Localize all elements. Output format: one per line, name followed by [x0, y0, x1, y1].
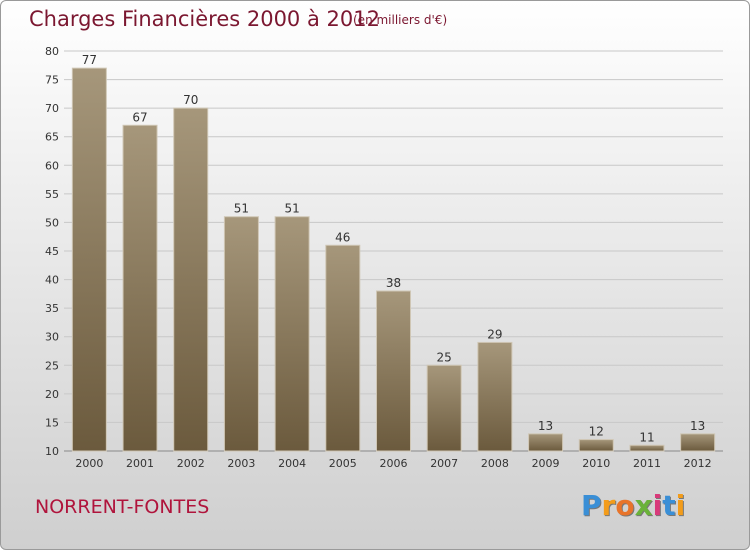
- bar-value-label: 12: [589, 425, 604, 439]
- y-tick-label: 75: [45, 74, 59, 87]
- x-tick-label: 2009: [532, 457, 560, 470]
- logo-letter: P: [581, 489, 602, 522]
- bar-value-label: 25: [437, 350, 452, 364]
- logo-letter: o: [615, 489, 635, 522]
- y-tick-label: 20: [45, 388, 59, 401]
- x-axis: 2000 2001 2002 2003 2004 2005 2006 2007 2008 2009…: [75, 457, 711, 470]
- bar-2009: [528, 433, 564, 452]
- bar-value-label: 13: [538, 419, 553, 433]
- y-tick-label: 50: [45, 216, 59, 229]
- bar-value-label: 51: [284, 202, 299, 216]
- bar-2000: [71, 67, 107, 452]
- bar-value-label: 13: [690, 419, 705, 433]
- y-tick-label: 45: [45, 245, 59, 258]
- commune-name: NORRENT-FONTES: [35, 496, 210, 518]
- x-tick-label: 2007: [430, 457, 458, 470]
- y-tick-label: 35: [45, 302, 59, 315]
- bar-value-label: 11: [639, 430, 654, 444]
- x-tick-label: 2002: [177, 457, 205, 470]
- x-tick-label: 2012: [684, 457, 712, 470]
- logo-letter: t: [662, 489, 676, 522]
- bar-2012: [680, 433, 716, 452]
- proxiti-logo: Proxiti: [581, 489, 685, 522]
- bar-2007: [426, 364, 462, 452]
- y-tick-label: 70: [45, 102, 59, 115]
- y-tick-label: 80: [45, 45, 59, 58]
- y-tick-label: 10: [45, 445, 59, 458]
- x-tick-label: 2010: [582, 457, 610, 470]
- bar-2003: [223, 216, 259, 452]
- bar-value-label: 67: [132, 110, 147, 124]
- bar-value-label: 38: [386, 276, 401, 290]
- x-tick-label: 2001: [126, 457, 154, 470]
- bar-2005: [325, 244, 361, 452]
- bar-2008: [477, 341, 513, 452]
- y-axis: 10 15 20 25 30 35 40 45 50 55 60 65 70 75 80: [45, 45, 59, 458]
- chart-title: Charges Financières 2000 à 2012: [29, 7, 380, 31]
- bar-2006: [376, 290, 411, 452]
- bars: 77 67 70 51 51 46 38 25 29 13 12 11 13: [71, 53, 716, 452]
- bar-2011: [629, 444, 665, 452]
- y-tick-label: 25: [45, 359, 59, 372]
- y-tick-label: 65: [45, 131, 59, 144]
- x-tick-label: 2005: [329, 457, 357, 470]
- logo-letter: i: [652, 489, 663, 522]
- y-tick-label: 15: [45, 416, 59, 429]
- x-tick-label: 2003: [227, 457, 255, 470]
- y-tick-label: 60: [45, 159, 59, 172]
- bar-value-label: 29: [487, 327, 502, 341]
- bar-value-label: 46: [335, 230, 350, 244]
- x-tick-label: 2011: [633, 457, 661, 470]
- bar-2001: [122, 124, 158, 452]
- x-tick-label: 2006: [380, 457, 408, 470]
- bar-value-label: 51: [234, 202, 249, 216]
- bar-value-label: 70: [183, 93, 198, 107]
- x-tick-label: 2008: [481, 457, 509, 470]
- bar-value-label: 77: [82, 53, 97, 67]
- chart-unit: (en milliers d'€): [353, 13, 448, 27]
- y-tick-label: 55: [45, 188, 59, 201]
- y-tick-label: 40: [45, 274, 59, 287]
- x-tick-label: 2000: [75, 457, 103, 470]
- y-tick-label: 30: [45, 331, 59, 344]
- bar-2002: [173, 107, 209, 452]
- bar-2004: [274, 216, 310, 452]
- logo-letter: r: [601, 489, 616, 522]
- x-tick-label: 2004: [278, 457, 306, 470]
- logo-letter: x: [634, 489, 653, 522]
- logo-letter: i: [675, 489, 686, 522]
- bar-2010: [578, 439, 614, 452]
